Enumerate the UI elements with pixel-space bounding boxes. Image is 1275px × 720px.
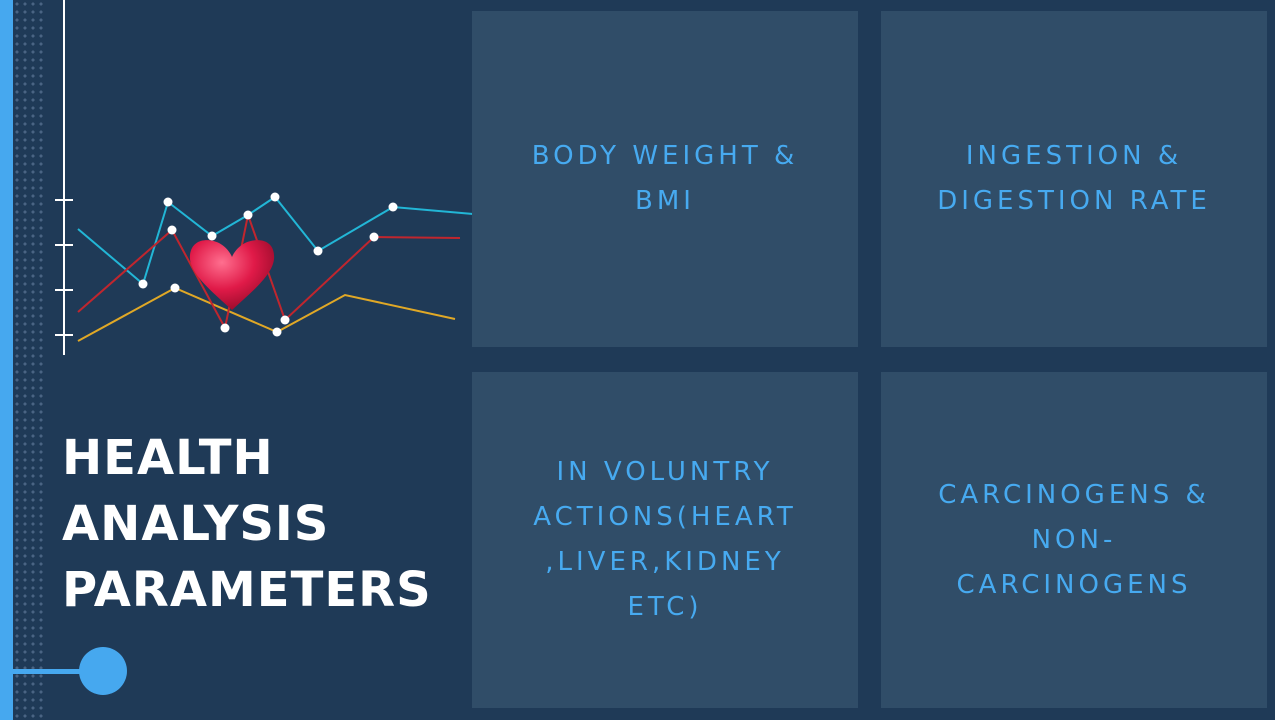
heart-icon — [189, 240, 275, 310]
tile-label: INGESTION & DIGESTION RATE — [937, 141, 1211, 216]
accent-bar — [0, 0, 13, 720]
connector-line — [13, 669, 83, 674]
line-chart-icon — [55, 0, 474, 355]
tile-ingestion: INGESTION & DIGESTION RATE — [881, 11, 1267, 347]
tile-label: CARCINOGENS & NON- CARCINOGENS — [938, 479, 1210, 600]
chart-line-cyan — [77, 195, 474, 286]
tile-body-weight: BODY WEIGHT & BMI — [472, 11, 858, 347]
tile-label: BODY WEIGHT & BMI — [531, 141, 799, 216]
chart-points — [138, 192, 398, 337]
page-title: HEALTH ANALYSIS PARAMETERS — [62, 430, 432, 618]
tile-carcinogens: CARCINOGENS & NON- CARCINOGENS — [881, 372, 1267, 708]
chart-line-yellow — [77, 286, 456, 342]
connector-dot — [79, 647, 127, 695]
chart-axis — [55, 0, 73, 355]
tile-involuntary-actions: IN VOLUNTRY ACTIONS(HEART ,LIVER,KIDNEY … — [472, 372, 858, 708]
tile-label: IN VOLUNTRY ACTIONS(HEART ,LIVER,KIDNEY … — [533, 457, 797, 622]
dot-pattern — [13, 0, 45, 720]
